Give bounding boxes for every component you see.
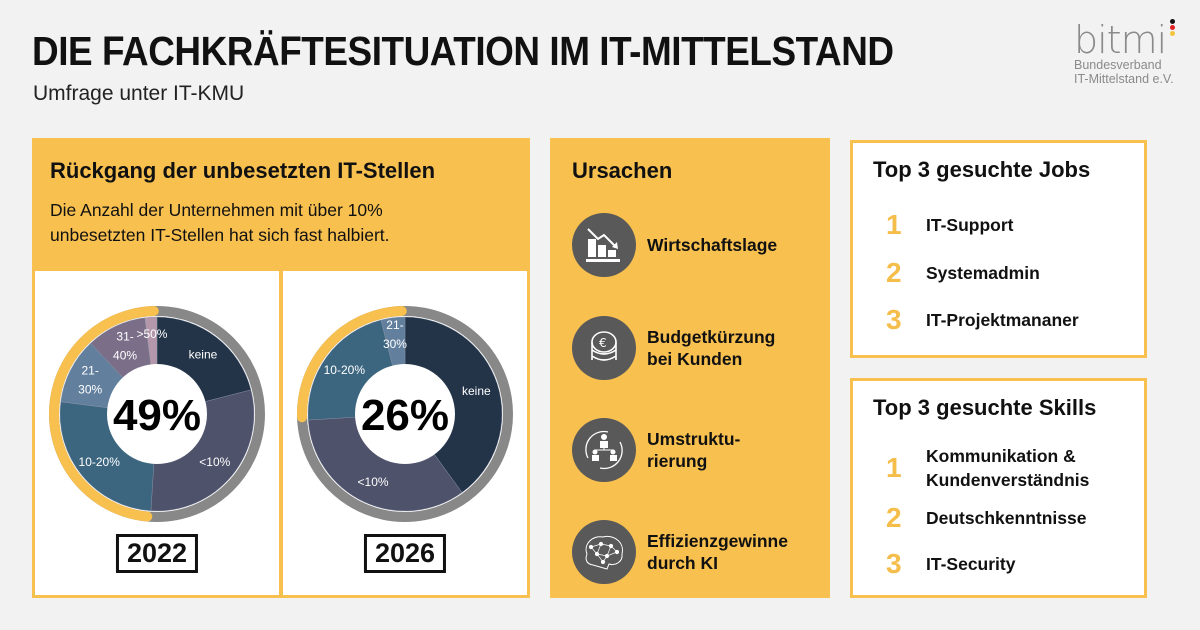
rank: 2 (886, 257, 902, 288)
slice-label: <10% (199, 455, 230, 469)
center-percentage: 49% (113, 391, 201, 440)
chart-decline-icon (572, 213, 636, 277)
cause-label-2: bei Kunden (647, 349, 743, 369)
job-item: 3 IT-Projektmananer (886, 304, 1079, 336)
skill-item: 3 IT-Security (886, 548, 1015, 580)
center-percentage: 26% (361, 391, 449, 440)
cause-item: Effizienzgewinne durch KI (572, 520, 788, 584)
job-label: IT-Support (926, 215, 1014, 235)
ai-brain-icon (572, 520, 636, 584)
donut-2026-panel: keine <10% 10-20% 21- 30% 26% 2026 (280, 268, 530, 598)
restructuring-icon (572, 418, 636, 482)
euro-coins-icon: € (572, 316, 636, 380)
bitmi-logo: bitmi Bundesverband IT-Mittelstand e.V. (1074, 18, 1179, 86)
slice-10 (307, 413, 463, 512)
skill-label-2: Kundenverständnis (926, 470, 1090, 490)
year-label-2026: 2026 (363, 534, 447, 573)
donut-chart-2026: keine <10% 10-20% 21- 30% 26% (297, 306, 513, 522)
rank: 1 (886, 209, 902, 240)
slice-label: keine (189, 348, 218, 362)
slice-label: 30% (78, 382, 102, 396)
cause-item: Umstruktu-rierung (572, 418, 740, 482)
vacancy-header-panel: Rückgang der unbesetzten IT-Stellen Die … (32, 138, 530, 270)
cause-label: Budgetkürzung (647, 327, 776, 347)
slice-label: 21- (82, 363, 99, 377)
donut-chart-2022: keine <10% 10-20% 21- 30% 31- 40% >50% 49% (49, 306, 265, 522)
causes-title: Ursachen (572, 158, 673, 183)
cause-label: Effizienzgewinne (647, 531, 788, 551)
vacancy-text-1: Die Anzahl der Unternehmen mit über 10% (50, 200, 383, 220)
page-subtitle: Umfrage unter IT-KMU (33, 82, 245, 105)
donut-2022-panel: keine <10% 10-20% 21- 30% 31- 40% >50% 49% 2022 (32, 268, 282, 598)
page-title: DIE FACHKRÄFTESITUATION IM IT-MITTELSTAN… (32, 28, 894, 74)
cause-item: Wirtschaftslage (572, 213, 777, 277)
skill-item: 1 Kommunikation & Kundenverständnis (886, 444, 1089, 492)
slice-label: 10-20% (324, 363, 366, 377)
cause-label: Umstruktu- (647, 429, 741, 449)
slice-label: 10-20% (79, 455, 121, 469)
slice-label: <10% (358, 475, 389, 489)
job-item: 1 IT-Support (886, 209, 1013, 241)
vacancy-title: Rückgang der unbesetzten IT-Stellen (50, 158, 436, 183)
job-label: Systemadmin (926, 263, 1040, 283)
logo-line1: Bundesverband (1074, 58, 1162, 72)
highlight-arc (297, 306, 407, 423)
slice-label: 21- (386, 318, 403, 332)
slice-label: 31- (116, 330, 133, 344)
skill-label: Deutschkenntnisse (926, 508, 1087, 528)
highlight-arc (49, 306, 159, 522)
job-label: IT-Projektmananer (926, 310, 1079, 330)
top-jobs-title: Top 3 gesuchte Jobs (873, 157, 1091, 182)
cause-label-2: durch KI (647, 553, 718, 573)
slice-label: >50% (136, 327, 167, 341)
rank: 1 (886, 452, 902, 483)
top-skills-panel: Top 3 gesuchte Skills 1 Kommunikation & Ku… (850, 378, 1147, 598)
donut-hole (355, 364, 455, 464)
top-jobs-panel: Top 3 gesuchte Jobs 1 IT-Support 2 Systema… (850, 140, 1147, 358)
vacancy-text-2: unbesetzten IT-Stellen hat sich fast hal… (50, 225, 390, 245)
logo-line2: IT-Mittelstand e.V. (1074, 72, 1174, 86)
cause-item: € Budgetkürzung bei Kunden (572, 316, 775, 380)
rank: 3 (886, 548, 902, 579)
top-skills-title: Top 3 gesuchte Skills (873, 395, 1097, 420)
rank: 3 (886, 304, 902, 335)
skill-label: IT-Security (926, 554, 1016, 574)
svg-text:€: € (599, 336, 607, 350)
slice-label: 30% (383, 337, 407, 351)
donut-hole (107, 364, 207, 464)
rank: 2 (886, 502, 902, 533)
causes-panel: Ursachen Wirtschaftslage € Budgetkürzung… (550, 138, 830, 598)
logo-mark: bitmi (1074, 18, 1167, 62)
cause-label: Wirtschaftslage (647, 235, 778, 255)
slice-label: 40% (113, 349, 137, 363)
skill-label: Kommunikation & (926, 446, 1076, 466)
cause-label-2: rierung (647, 451, 708, 471)
job-item: 2 Systemadmin (886, 257, 1040, 289)
skill-item: 2 Deutschkenntnisse (886, 502, 1086, 534)
slice-label: keine (462, 384, 491, 398)
year-label-2022: 2022 (115, 534, 199, 573)
